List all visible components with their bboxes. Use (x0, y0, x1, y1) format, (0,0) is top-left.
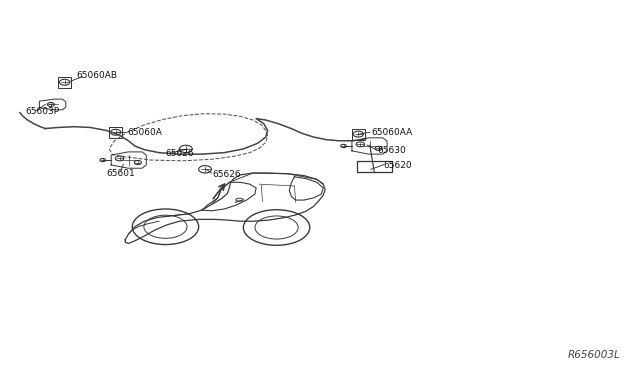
Text: 65620: 65620 (384, 161, 413, 170)
Text: 65060AA: 65060AA (371, 128, 412, 137)
Text: 65626: 65626 (166, 149, 194, 158)
Text: 65630: 65630 (378, 146, 406, 155)
Text: R656003L: R656003L (568, 350, 620, 360)
Text: 65060AB: 65060AB (76, 71, 117, 80)
Text: 65601: 65601 (106, 169, 135, 177)
Text: 65603P: 65603P (25, 108, 59, 116)
Text: 65060A: 65060A (127, 128, 162, 137)
Text: 65626: 65626 (212, 170, 241, 179)
Ellipse shape (236, 198, 243, 201)
